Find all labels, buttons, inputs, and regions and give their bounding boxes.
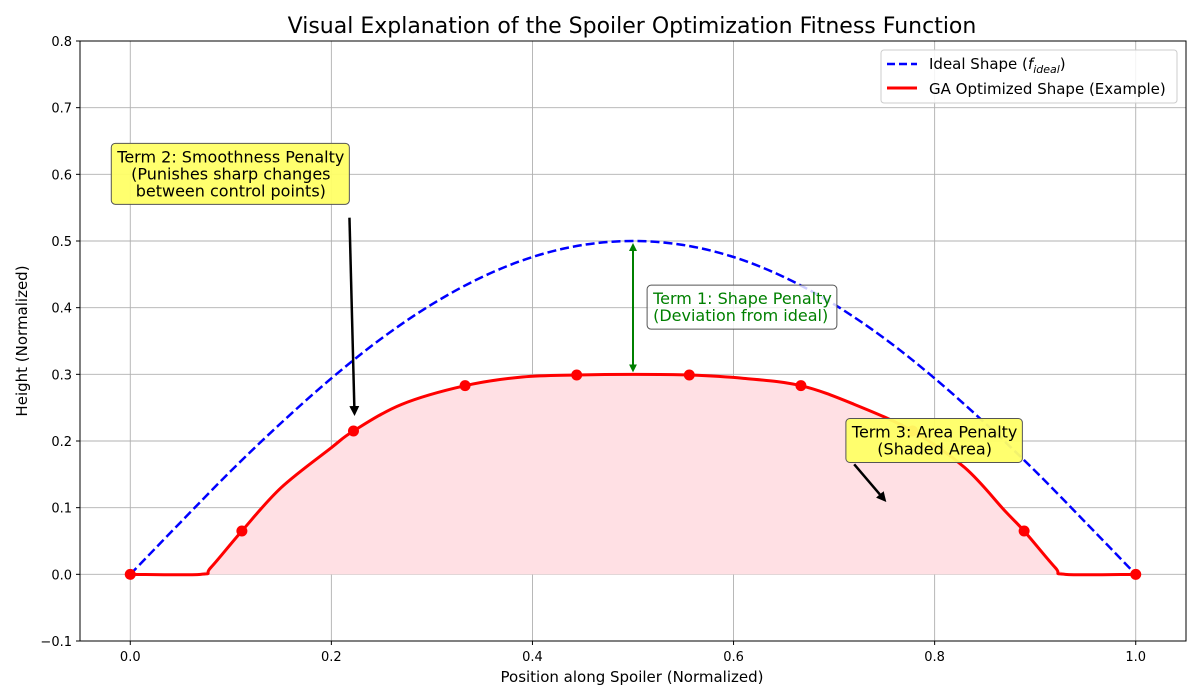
ga-control-point bbox=[683, 369, 695, 381]
annotation-line: Term 3: Area Penalty bbox=[851, 423, 1017, 442]
annotation-term1: Term 1: Shape Penalty (Deviation from ide… bbox=[646, 284, 838, 330]
axes bbox=[79, 40, 1187, 642]
annotation-line: (Deviation from ideal) bbox=[653, 306, 828, 325]
annotation-text-term2: Term 2: Smoothness Penalty (Punishes shar… bbox=[116, 147, 344, 200]
x-tick-label: 0.6 bbox=[723, 650, 744, 665]
ga-control-point bbox=[795, 380, 807, 392]
ga-control-point bbox=[1018, 525, 1030, 537]
annotation-term2: Term 2: Smoothness Penalty (Punishes shar… bbox=[110, 142, 350, 205]
x-tick-label: 0.8 bbox=[924, 650, 945, 665]
y-tick-label: 0.5 bbox=[51, 235, 72, 250]
x-tick-label: 0.0 bbox=[120, 650, 141, 665]
annotation-line: between control points) bbox=[136, 181, 326, 200]
ga-control-point bbox=[571, 369, 583, 381]
ga-optimized-shape-line bbox=[130, 372, 1136, 577]
annotation-line: Term 1: Shape Penalty bbox=[652, 289, 832, 308]
axes-frame bbox=[79, 40, 1187, 642]
y-tick-label: −0.1 bbox=[40, 635, 72, 650]
annotation-term3: Term 3: Area Penalty (Shaded Area) bbox=[845, 418, 1023, 463]
series-layer bbox=[129, 239, 1137, 577]
annotation-arrow-term3 bbox=[853, 463, 887, 502]
annotation-text-term3: Term 3: Area Penalty (Shaded Area) bbox=[851, 423, 1017, 459]
annotation-box-term3 bbox=[845, 418, 1023, 463]
annotation-arrow-term2 bbox=[348, 217, 360, 416]
x-axis-label: Position along Spoiler (Normalized) bbox=[501, 668, 764, 686]
y-axis-label: Height (Normalized) bbox=[13, 265, 31, 416]
ga-control-point bbox=[124, 568, 136, 580]
annotation-box-term1 bbox=[646, 284, 838, 330]
legend-text-part: Ideal Shape ( bbox=[929, 55, 1028, 73]
y-tick-label: 0.8 bbox=[51, 35, 72, 50]
annotation-box-term2 bbox=[110, 142, 350, 205]
y-tick-label: 0.7 bbox=[51, 102, 72, 117]
annotation-line: (Shaded Area) bbox=[877, 440, 992, 459]
y-tick-label: 0.3 bbox=[51, 368, 72, 383]
y-tick-label: 0.0 bbox=[51, 568, 72, 583]
legend-text-part: ) bbox=[1060, 55, 1066, 73]
ga-control-point bbox=[459, 380, 471, 392]
legend: Ideal Shape (fideal) GA Optimized Shape (… bbox=[880, 49, 1178, 104]
legend-label-ideal: Ideal Shape (fideal) bbox=[929, 55, 1066, 76]
legend-text-sub: ideal bbox=[1033, 63, 1060, 76]
ga-control-point bbox=[347, 425, 359, 437]
ga-control-point bbox=[236, 525, 248, 537]
y-tick-label: 0.2 bbox=[51, 435, 72, 450]
ticks: 0.0 0.2 0.4 0.6 0.8 1.0 −0.1 0.0 0.1 0.2 0.3 0.4 0.5… bbox=[40, 35, 1146, 665]
chart-title: Visual Explanation of the Spoiler Optimi… bbox=[288, 14, 977, 39]
y-tick-label: 0.1 bbox=[51, 502, 72, 517]
x-tick-label: 1.0 bbox=[1125, 650, 1146, 665]
annotation-layer: Term 1: Shape Penalty (Deviation from ide… bbox=[110, 142, 1023, 502]
annotation-line: (Punishes sharp changes bbox=[131, 164, 330, 183]
y-tick-label: 0.6 bbox=[51, 168, 72, 183]
marker-layer bbox=[124, 369, 1142, 580]
ideal-shape-line bbox=[129, 239, 1137, 576]
annotation-line: Term 2: Smoothness Penalty bbox=[116, 147, 344, 166]
x-tick-label: 0.2 bbox=[321, 650, 342, 665]
x-tick-label: 0.4 bbox=[522, 650, 543, 665]
ga-control-point bbox=[1130, 568, 1142, 580]
legend-text-var: f bbox=[1028, 55, 1036, 73]
y-tick-label: 0.4 bbox=[51, 302, 72, 317]
legend-box bbox=[880, 49, 1178, 104]
legend-label-ga: GA Optimized Shape (Example) bbox=[929, 80, 1166, 98]
annotation-text-term1: Term 1: Shape Penalty (Deviation from ide… bbox=[652, 289, 832, 325]
